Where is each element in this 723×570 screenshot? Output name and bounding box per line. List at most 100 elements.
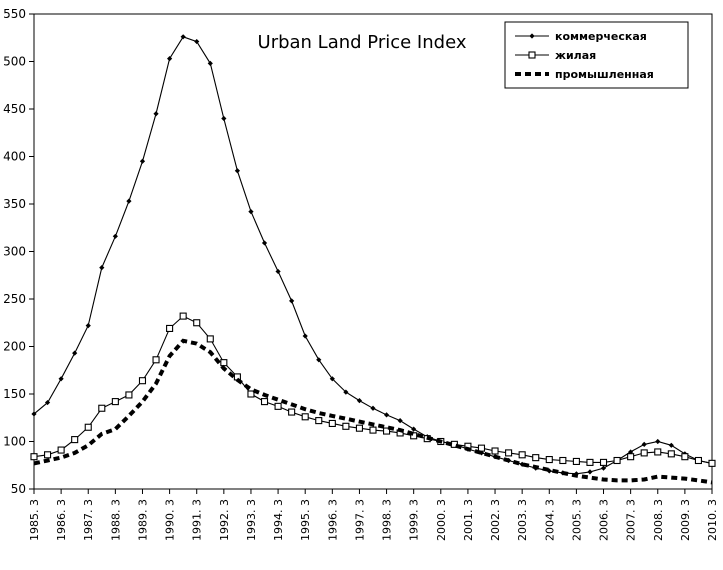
data-point bbox=[316, 357, 322, 363]
series-line bbox=[33, 338, 713, 485]
x-tick-label: 1994. 3 bbox=[272, 499, 285, 541]
data-point bbox=[261, 240, 268, 246]
data-point bbox=[84, 423, 92, 431]
data-point bbox=[167, 56, 173, 62]
data-point bbox=[72, 350, 78, 356]
data-point bbox=[681, 453, 689, 461]
x-tick-label: 1999. 3 bbox=[408, 499, 421, 541]
y-tick-label: 300 bbox=[3, 245, 26, 259]
data-point bbox=[166, 324, 174, 333]
data-point bbox=[529, 33, 535, 39]
x-tick-label: 1998. 3 bbox=[381, 499, 394, 541]
x-tick-label: 1987. 3 bbox=[82, 499, 95, 541]
data-point bbox=[153, 111, 159, 117]
data-point bbox=[640, 449, 648, 457]
data-point bbox=[85, 323, 91, 329]
legend-label: жилая bbox=[555, 49, 596, 62]
data-point bbox=[410, 432, 418, 440]
data-point bbox=[546, 468, 552, 474]
x-tick-label: 1995. 3 bbox=[299, 499, 312, 541]
data-point bbox=[221, 115, 227, 122]
data-point bbox=[58, 376, 64, 382]
x-tick-label: 2008. 3 bbox=[652, 499, 665, 541]
data-point bbox=[180, 34, 186, 40]
data-point bbox=[668, 442, 674, 448]
data-point bbox=[641, 441, 647, 447]
data-point bbox=[343, 389, 349, 395]
data-point bbox=[248, 209, 254, 215]
x-tick-label: 2006. 3 bbox=[598, 499, 611, 541]
legend-label: промышленная bbox=[555, 68, 654, 81]
data-point bbox=[654, 448, 662, 456]
x-tick-label: 2009. 3 bbox=[679, 499, 692, 541]
legend-entry: коммерческая bbox=[515, 30, 647, 43]
data-point bbox=[528, 51, 536, 59]
data-point bbox=[587, 469, 593, 475]
x-tick-label: 1997. 3 bbox=[353, 499, 366, 541]
data-point bbox=[152, 356, 160, 364]
data-point bbox=[207, 60, 213, 66]
x-tick-label: 1988. 3 bbox=[109, 499, 122, 541]
x-tick-label: 1991. 3 bbox=[191, 499, 204, 541]
data-point bbox=[559, 456, 567, 465]
y-tick-label: 50 bbox=[11, 482, 26, 496]
y-tick-label: 450 bbox=[3, 102, 26, 116]
x-tick-label: 1985. 3 bbox=[28, 499, 41, 541]
data-point bbox=[98, 404, 106, 412]
data-point bbox=[302, 333, 308, 339]
data-point bbox=[328, 419, 336, 428]
x-tick-label: 2001. 3 bbox=[462, 499, 475, 541]
y-tick-label: 550 bbox=[3, 7, 26, 21]
x-tick-label: 1992. 3 bbox=[218, 499, 231, 541]
data-point bbox=[708, 459, 716, 467]
series-layer bbox=[30, 34, 716, 485]
data-point bbox=[260, 398, 269, 406]
data-point bbox=[30, 453, 38, 461]
data-point bbox=[599, 458, 608, 466]
data-point bbox=[220, 359, 228, 367]
legend: коммерческая жилая промышленная bbox=[504, 21, 689, 89]
data-point bbox=[627, 453, 635, 461]
data-point bbox=[44, 451, 52, 459]
y-tick-label: 100 bbox=[3, 435, 26, 449]
x-tick-label: 2000. 3 bbox=[435, 499, 448, 541]
data-point bbox=[518, 451, 526, 459]
data-point bbox=[355, 424, 363, 432]
x-tick-label: 2005. 3 bbox=[570, 499, 583, 541]
data-point bbox=[545, 455, 553, 464]
data-point bbox=[274, 402, 282, 410]
data-point bbox=[613, 456, 621, 465]
data-point bbox=[477, 444, 486, 452]
data-point bbox=[112, 233, 118, 239]
data-point bbox=[532, 454, 540, 462]
data-point bbox=[586, 458, 594, 466]
data-point bbox=[288, 408, 296, 416]
x-tick-label: 2002. 3 bbox=[489, 499, 502, 541]
x-tick-label: 1993. 3 bbox=[245, 499, 258, 541]
legend-entry: промышленная bbox=[515, 68, 654, 81]
data-point bbox=[329, 376, 335, 382]
data-point bbox=[234, 168, 240, 174]
data-point bbox=[572, 457, 580, 466]
data-point bbox=[125, 391, 133, 399]
data-point bbox=[370, 405, 376, 411]
data-point bbox=[57, 446, 65, 454]
data-point bbox=[194, 38, 200, 45]
data-point bbox=[44, 399, 51, 406]
data-point bbox=[99, 265, 105, 271]
x-tick-label: 2007. 3 bbox=[625, 499, 638, 541]
data-point bbox=[111, 398, 119, 406]
data-point bbox=[600, 465, 607, 471]
data-point bbox=[397, 418, 403, 424]
x-tick-label: 1990. 3 bbox=[164, 499, 177, 541]
x-tick-label: 2010. 3 bbox=[706, 499, 719, 541]
legend-label: коммерческая bbox=[555, 30, 647, 43]
data-point bbox=[179, 312, 187, 320]
data-point bbox=[505, 449, 513, 457]
y-tick-label: 200 bbox=[3, 340, 26, 354]
axes: 50 100 150 200 250 300 350 400 450 500 550 1985. 3 1… bbox=[3, 7, 719, 541]
legend-entry: жилая bbox=[515, 49, 596, 62]
x-tick-label: 2003. 3 bbox=[516, 499, 529, 541]
y-tick-label: 350 bbox=[3, 197, 26, 211]
